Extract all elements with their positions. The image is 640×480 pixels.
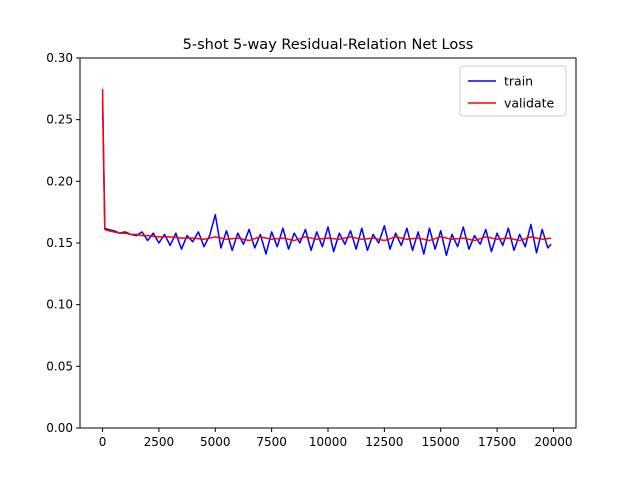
chart-title: 5-shot 5-way Residual-Relation Net Loss bbox=[183, 37, 474, 53]
x-tick-label: 0 bbox=[99, 435, 107, 449]
x-tick-label: 2500 bbox=[144, 435, 175, 449]
y-tick-label: 0.20 bbox=[46, 174, 73, 188]
x-tick-label: 15000 bbox=[422, 435, 460, 449]
y-tick-label: 0.30 bbox=[46, 51, 73, 65]
y-tick-label: 0.05 bbox=[46, 359, 73, 373]
y-axis-ticks: 0.00 0.05 0.10 0.15 0.20 0.25 0.30 bbox=[46, 51, 80, 435]
x-axis-ticks: 0 2500 5000 7500 10000 12500 15000 17500 20000 bbox=[99, 428, 573, 449]
y-tick-label: 0.25 bbox=[46, 113, 73, 127]
x-tick-label: 7500 bbox=[256, 435, 287, 449]
series-line-validate bbox=[101, 88, 552, 242]
x-tick-label: 20000 bbox=[534, 435, 572, 449]
legend: train validate bbox=[459, 65, 567, 117]
y-tick-label: 0.00 bbox=[46, 421, 73, 435]
legend-label-validate: validate bbox=[504, 96, 554, 111]
y-tick-label: 0.10 bbox=[46, 298, 73, 312]
x-tick-label: 12500 bbox=[365, 435, 403, 449]
x-tick-label: 5000 bbox=[200, 435, 231, 449]
y-tick-label: 0.15 bbox=[46, 236, 73, 250]
x-tick-label: 10000 bbox=[309, 435, 347, 449]
series-layer bbox=[101, 88, 552, 257]
series-line-train bbox=[101, 99, 552, 257]
legend-label-train: train bbox=[504, 74, 533, 89]
x-tick-label: 17500 bbox=[478, 435, 516, 449]
